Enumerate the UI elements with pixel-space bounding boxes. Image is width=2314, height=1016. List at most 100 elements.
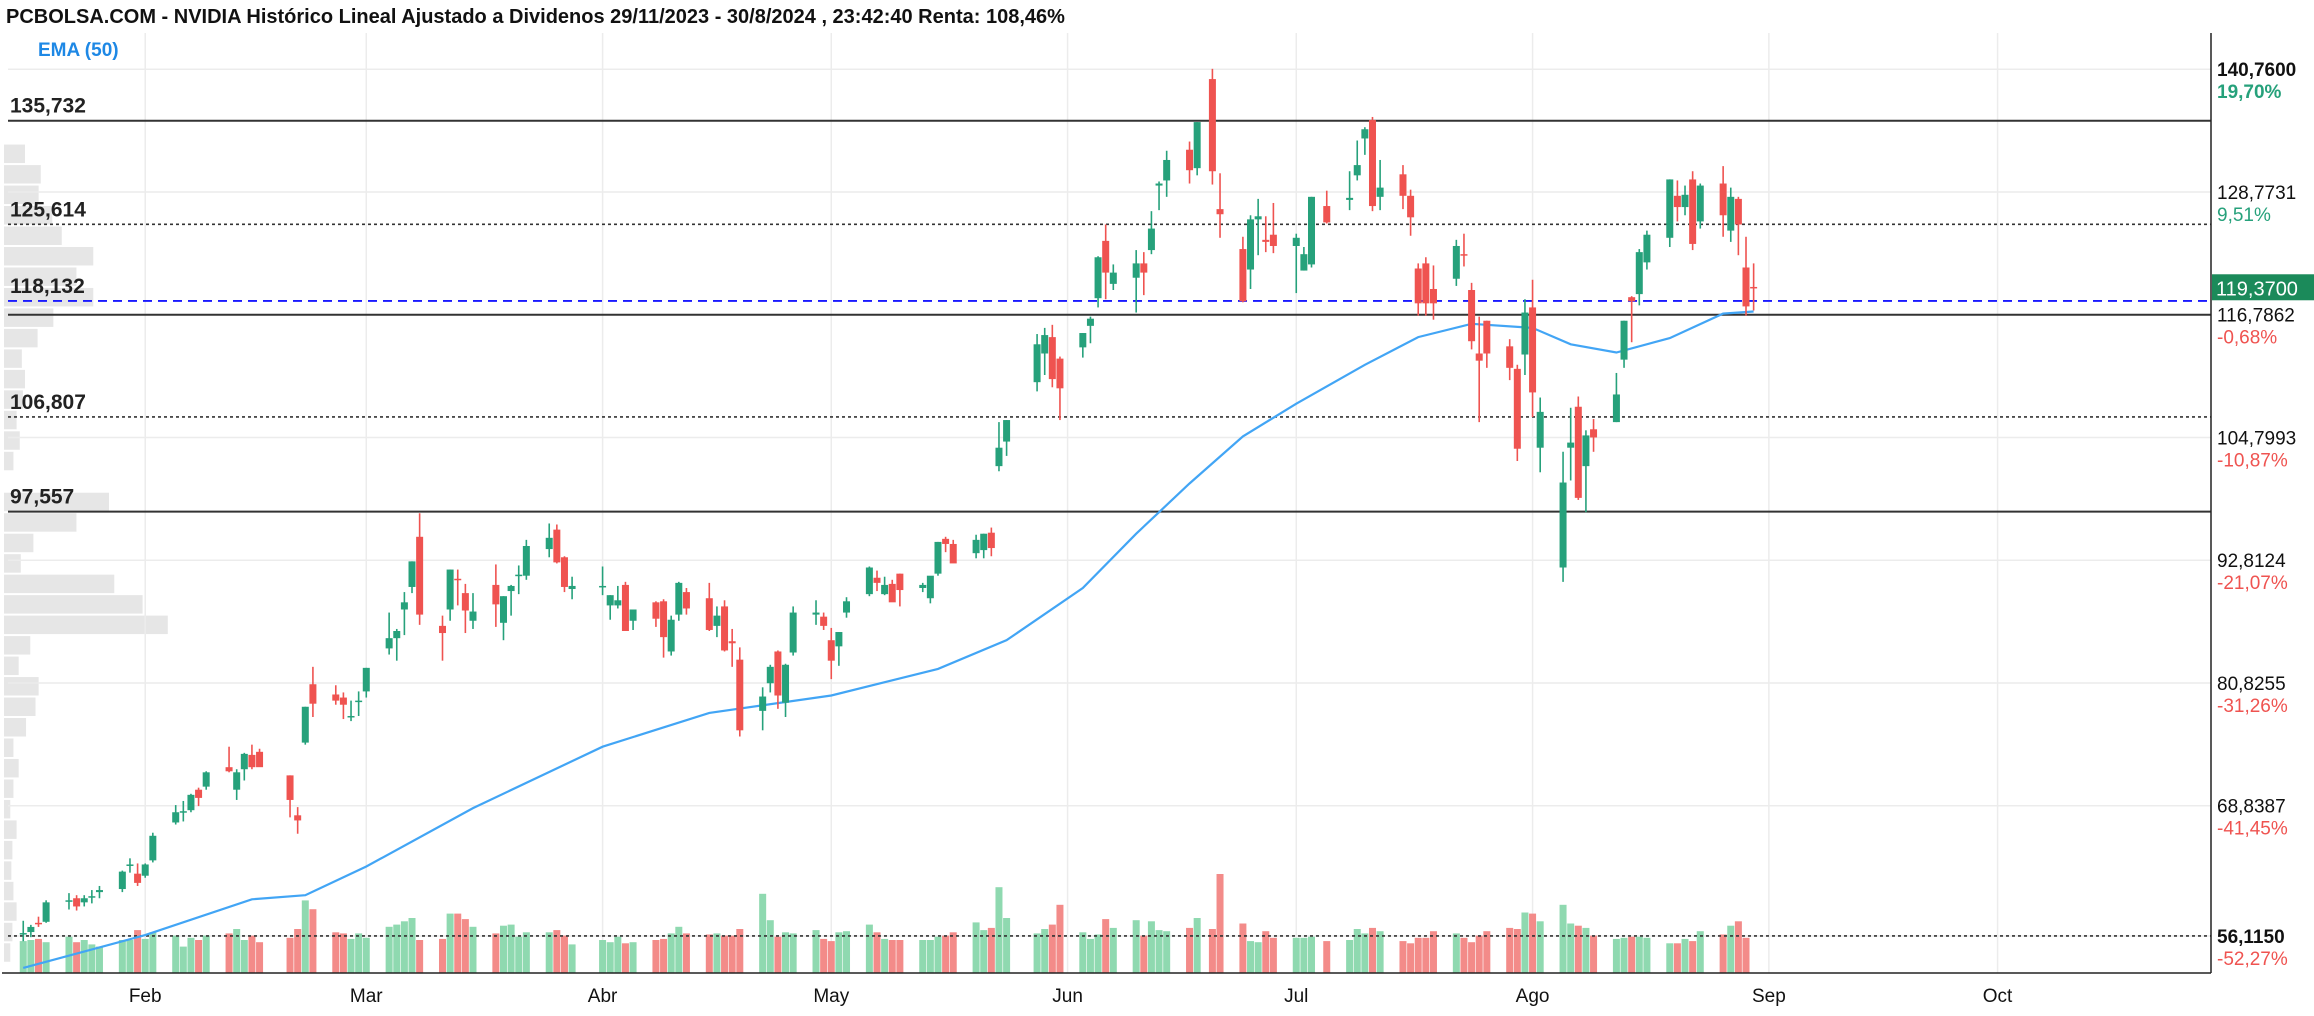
volume-bar — [606, 942, 614, 973]
level-labels: 135,732 125,614 118,132 106,807 97,557 — [10, 95, 86, 509]
volume-bar — [560, 935, 568, 973]
candle — [705, 582, 713, 631]
candle-body — [1734, 198, 1742, 225]
candle — [1742, 236, 1750, 316]
candle — [1132, 250, 1140, 313]
volume-bar — [1239, 923, 1247, 973]
candle-body — [1719, 183, 1727, 216]
volume-profile-bar — [4, 369, 25, 389]
volume-bar — [80, 940, 88, 973]
volume-profile-bar — [4, 328, 38, 348]
candle-body — [1376, 187, 1384, 197]
volume-bar — [19, 941, 27, 973]
candle — [1346, 171, 1354, 211]
candle-body — [995, 447, 1003, 467]
candle-body — [34, 922, 42, 925]
candle — [1643, 230, 1651, 270]
candle — [1208, 68, 1216, 185]
candle — [812, 600, 820, 625]
y-tick-label: 92,8124 — [2217, 551, 2286, 572]
candle-body — [1300, 254, 1308, 271]
candle — [1468, 282, 1476, 350]
candle — [972, 534, 980, 559]
volume-bar — [515, 936, 523, 973]
volume-profile-bar — [4, 390, 23, 409]
candle-body — [1635, 252, 1643, 295]
volume-bar — [95, 946, 103, 973]
x-tick-label: Oct — [1983, 986, 2013, 1007]
volume-bar — [256, 942, 264, 973]
candle — [461, 583, 469, 634]
candle-body — [248, 754, 256, 768]
volume-bar — [1727, 925, 1735, 973]
volume-bar — [980, 930, 988, 973]
candle-body — [560, 557, 568, 587]
ema-legend[interactable]: EMA (50) — [38, 40, 119, 61]
volume-bar — [42, 942, 50, 973]
candle-body — [1399, 174, 1407, 196]
candle-body — [1056, 358, 1064, 389]
candle — [1407, 189, 1415, 236]
candle — [1582, 430, 1590, 513]
y-tick-pct: -10,87% — [2217, 450, 2288, 471]
candle-body — [1689, 179, 1697, 244]
candle-body — [400, 602, 408, 610]
candle — [454, 569, 462, 606]
x-tick-label: Mar — [350, 986, 383, 1007]
candle — [728, 628, 736, 667]
candle-body — [942, 538, 950, 544]
candle — [667, 615, 675, 656]
volume-bar — [294, 929, 302, 973]
candle — [1216, 173, 1224, 238]
candle — [141, 863, 149, 878]
y-tick-label: 128,7731 — [2217, 183, 2296, 204]
candle-body — [515, 574, 523, 577]
candle-body — [1468, 290, 1476, 342]
volume-bar — [88, 944, 96, 973]
candle — [80, 895, 88, 907]
candle — [73, 895, 81, 911]
candle — [1590, 419, 1598, 452]
candle-body — [80, 898, 88, 903]
candle-body — [1254, 216, 1262, 220]
candle-body — [1750, 286, 1758, 289]
volume-bar — [454, 913, 462, 973]
candle-body — [1346, 197, 1354, 200]
volume-bar — [881, 938, 889, 973]
volume-bar — [1262, 931, 1270, 973]
candle — [195, 787, 203, 807]
candle — [88, 890, 96, 904]
volume-profile-bar — [4, 799, 11, 819]
y-tick-label: 80,8255 — [2217, 674, 2286, 695]
volume-profile-bar — [4, 206, 53, 225]
candle-body — [1422, 263, 1430, 304]
candle — [1368, 116, 1376, 212]
volume-bar — [1292, 937, 1300, 973]
volume-bar — [1407, 943, 1415, 973]
candle — [843, 597, 851, 618]
volume-bar — [1155, 930, 1163, 973]
volume-bar — [1109, 927, 1117, 973]
volume-bar — [1041, 929, 1049, 973]
candle — [820, 612, 828, 630]
candle-body — [987, 532, 995, 549]
candle-body — [461, 593, 469, 611]
volume-bar — [1346, 940, 1354, 973]
candle — [416, 513, 424, 625]
candle-body — [1696, 185, 1704, 222]
candle-body — [1094, 257, 1102, 299]
volume-bar — [286, 937, 294, 973]
candle-body — [1612, 394, 1620, 423]
candle — [400, 592, 408, 636]
volume-bar — [34, 938, 42, 973]
volume-bar — [660, 938, 668, 973]
volume-bar — [1483, 931, 1491, 973]
volume-bar — [759, 893, 767, 973]
candle-body — [1536, 411, 1544, 448]
volume-bar — [1422, 937, 1430, 973]
volume-profile-bar — [4, 656, 19, 676]
candle-body — [1262, 239, 1270, 242]
x-tick-label: Jul — [1284, 986, 1308, 1007]
volume-bar — [1506, 927, 1514, 973]
